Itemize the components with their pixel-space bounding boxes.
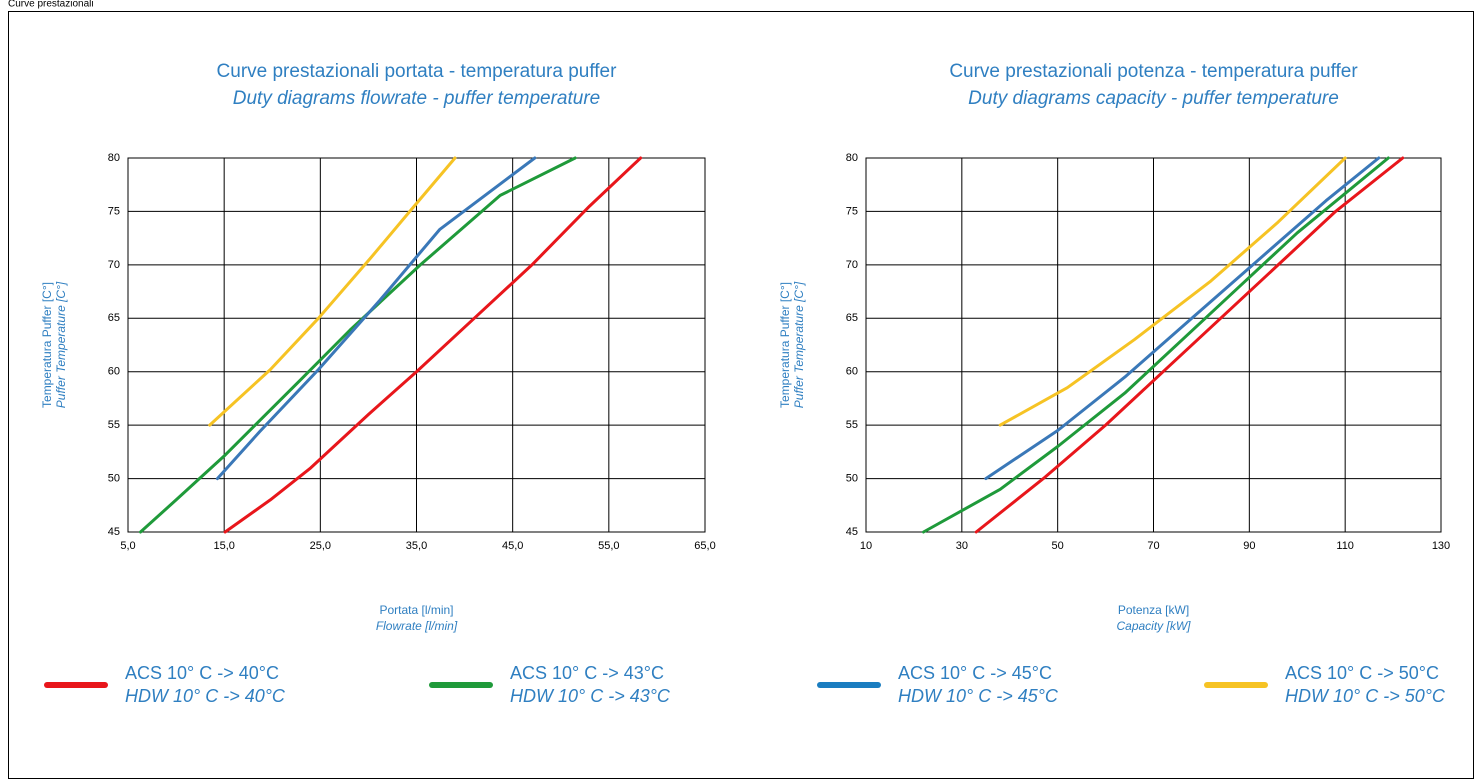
- y-tick-label: 50: [846, 472, 858, 484]
- y-tick-label: 55: [108, 419, 120, 431]
- legend-label-en: HDW 10° C -> 40°C: [125, 686, 286, 706]
- y-axis-label: Temperatura Puffer [C°]: [778, 282, 792, 408]
- legend-label: ACS 10° C -> 43°C: [510, 663, 664, 683]
- plot-frame: [127, 157, 706, 533]
- x-tick-label: 30: [956, 540, 968, 552]
- x-tick-label: 10: [860, 540, 872, 552]
- chart-title: Curve prestazionali potenza - temperatur…: [949, 61, 1358, 82]
- series-line: [139, 156, 577, 534]
- y-tick-label: 55: [846, 419, 858, 431]
- x-tick-label: 35,0: [406, 540, 427, 552]
- x-tick-label: 65,0: [694, 540, 715, 552]
- series-line: [215, 156, 537, 481]
- series-line: [208, 156, 457, 427]
- x-tick-label: 50: [1052, 540, 1064, 552]
- x-tick-label: 5,0: [120, 540, 135, 552]
- y-tick-label: 75: [846, 205, 858, 217]
- y-axis-label-en: Puffer Temperature [C°]: [792, 281, 806, 408]
- series-line: [984, 156, 1381, 481]
- y-tick-label: 75: [108, 205, 120, 217]
- y-tick-label: 70: [846, 259, 858, 271]
- chart-subtitle: Duty diagrams capacity - puffer temperat…: [968, 88, 1339, 109]
- x-axis-label-en: Flowrate [l/min]: [376, 619, 458, 633]
- chart-subtitle: Duty diagrams flowrate - puffer temperat…: [233, 88, 601, 109]
- series-line: [223, 156, 643, 534]
- y-axis-label: Temperatura Puffer [C°]: [40, 282, 54, 408]
- legend-label: ACS 10° C -> 40°C: [125, 663, 279, 683]
- x-tick-label: 25,0: [310, 540, 331, 552]
- x-axis-label: Portata [l/min]: [379, 603, 453, 617]
- plot-frame: [865, 157, 1442, 533]
- legend-label-en: HDW 10° C -> 50°C: [1285, 686, 1446, 706]
- legend-label: ACS 10° C -> 45°C: [898, 663, 1052, 683]
- y-axis-label-en: Puffer Temperature [C°]: [54, 281, 68, 408]
- y-tick-label: 65: [846, 312, 858, 324]
- header: Curve prestazionali: [8, 0, 94, 10]
- legend-label-en: HDW 10° C -> 45°C: [898, 686, 1059, 706]
- y-tick-label: 45: [108, 526, 120, 538]
- y-tick-label: 80: [108, 152, 120, 164]
- y-tick-label: 65: [108, 312, 120, 324]
- x-axis-label-en: Capacity [kW]: [1116, 619, 1191, 633]
- series-line: [974, 156, 1405, 534]
- x-tick-label: 110: [1336, 540, 1354, 552]
- y-tick-label: 60: [108, 366, 120, 378]
- series-line: [998, 156, 1347, 427]
- series-line: [922, 156, 1390, 534]
- frame: [8, 11, 1474, 779]
- legend-label: ACS 10° C -> 50°C: [1285, 663, 1439, 683]
- x-tick-label: 55,0: [598, 540, 619, 552]
- x-tick-label: 15,0: [213, 540, 234, 552]
- y-tick-label: 70: [108, 259, 120, 271]
- x-tick-label: 90: [1243, 540, 1255, 552]
- legend-label-en: HDW 10° C -> 43°C: [510, 686, 671, 706]
- x-tick-label: 130: [1432, 540, 1450, 552]
- y-tick-label: 50: [108, 472, 120, 484]
- x-axis-label: Potenza [kW]: [1118, 603, 1189, 617]
- y-tick-label: 80: [846, 152, 858, 164]
- x-tick-label: 45,0: [502, 540, 523, 552]
- y-tick-label: 60: [846, 366, 858, 378]
- chart-title: Curve prestazionali portata - temperatur…: [217, 61, 618, 82]
- y-tick-label: 45: [846, 526, 858, 538]
- x-tick-label: 70: [1147, 540, 1159, 552]
